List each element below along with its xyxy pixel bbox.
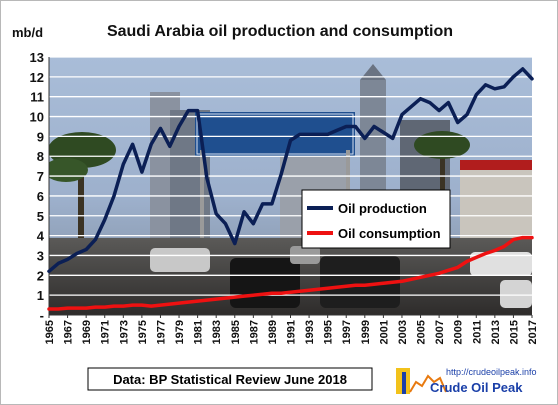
y-tick-label: 2 [37, 268, 44, 283]
legend: Oil production Oil consumption [301, 189, 451, 249]
x-tick-label: 1971 [100, 320, 112, 344]
chart-title: Saudi Arabia oil production and consumpt… [107, 23, 453, 40]
x-tick-label: 1991 [286, 320, 298, 344]
x-tick-label: 1987 [248, 320, 260, 344]
background-photo [49, 57, 532, 315]
x-tick-label: 2003 [397, 320, 409, 344]
y-axis-label: mb/d [12, 25, 43, 40]
x-tick-label: 1993 [304, 320, 316, 344]
y-tick-label: 9 [37, 129, 44, 144]
x-tick-label: 2007 [434, 320, 446, 344]
y-tick-label: 13 [30, 50, 44, 65]
x-tick-label: 1973 [118, 320, 130, 344]
x-tick-label: 2001 [378, 320, 390, 344]
x-tick-label: 1983 [211, 320, 223, 344]
grid-lines [49, 56, 532, 296]
y-tick-label: 10 [30, 110, 44, 125]
x-tick-label: 2015 [508, 320, 520, 344]
x-tick-label: 2013 [490, 320, 502, 344]
y-tick-label: 1 [37, 288, 44, 303]
x-tick-label: 1975 [137, 320, 149, 344]
x-tick-label: 1969 [81, 320, 93, 344]
crude-oil-peak-logo: http://crudeoilpeak.info Crude Oil Peak [396, 367, 537, 395]
source-text: Data: BP Statistical Review June 2018 [113, 372, 347, 387]
x-tick-label: 1997 [341, 320, 353, 344]
x-tick-label: 2005 [416, 320, 428, 344]
logo-url: http://crudeoilpeak.info [446, 367, 537, 377]
series-line-oil-consumption [47, 235, 534, 311]
x-tick-label: 1967 [63, 320, 75, 344]
y-tick-label: - [40, 308, 44, 323]
y-tick-label: 3 [37, 248, 44, 263]
y-tick-label: 11 [30, 90, 44, 105]
y-tick-label: 8 [37, 149, 44, 164]
x-tick-label: 2011 [471, 320, 483, 344]
series-lines [47, 67, 534, 311]
x-tick-label: 1965 [44, 320, 56, 344]
series-line-oil-production [47, 67, 534, 274]
x-tick-label: 1999 [360, 320, 372, 344]
x-tick-label: 1977 [155, 320, 167, 344]
y-tick-label: 5 [37, 209, 44, 224]
x-tick-label: 1979 [174, 320, 186, 344]
y-tick-label: 7 [37, 169, 44, 184]
x-tick-label: 1989 [267, 320, 279, 344]
legend-label-production: Oil production [338, 201, 427, 216]
legend-label-consumption: Oil consumption [338, 226, 441, 241]
source-note: Data: BP Statistical Review June 2018 [87, 367, 373, 391]
x-tick-label: 1985 [230, 320, 242, 344]
x-tick-label: 2009 [453, 320, 465, 344]
logo-name: Crude Oil Peak [430, 380, 523, 395]
y-tick-label: 4 [37, 229, 45, 244]
x-tick-label: 1995 [323, 320, 335, 344]
x-tick-labels: 1965 1967 1969 1971 1973 1975 1977 1979 1981 1983… [44, 315, 539, 344]
y-tick-label: 6 [37, 189, 44, 204]
x-tick-label: 1981 [193, 320, 205, 344]
y-tick-label: 12 [30, 70, 44, 85]
x-tick-label: 2017 [527, 320, 539, 344]
